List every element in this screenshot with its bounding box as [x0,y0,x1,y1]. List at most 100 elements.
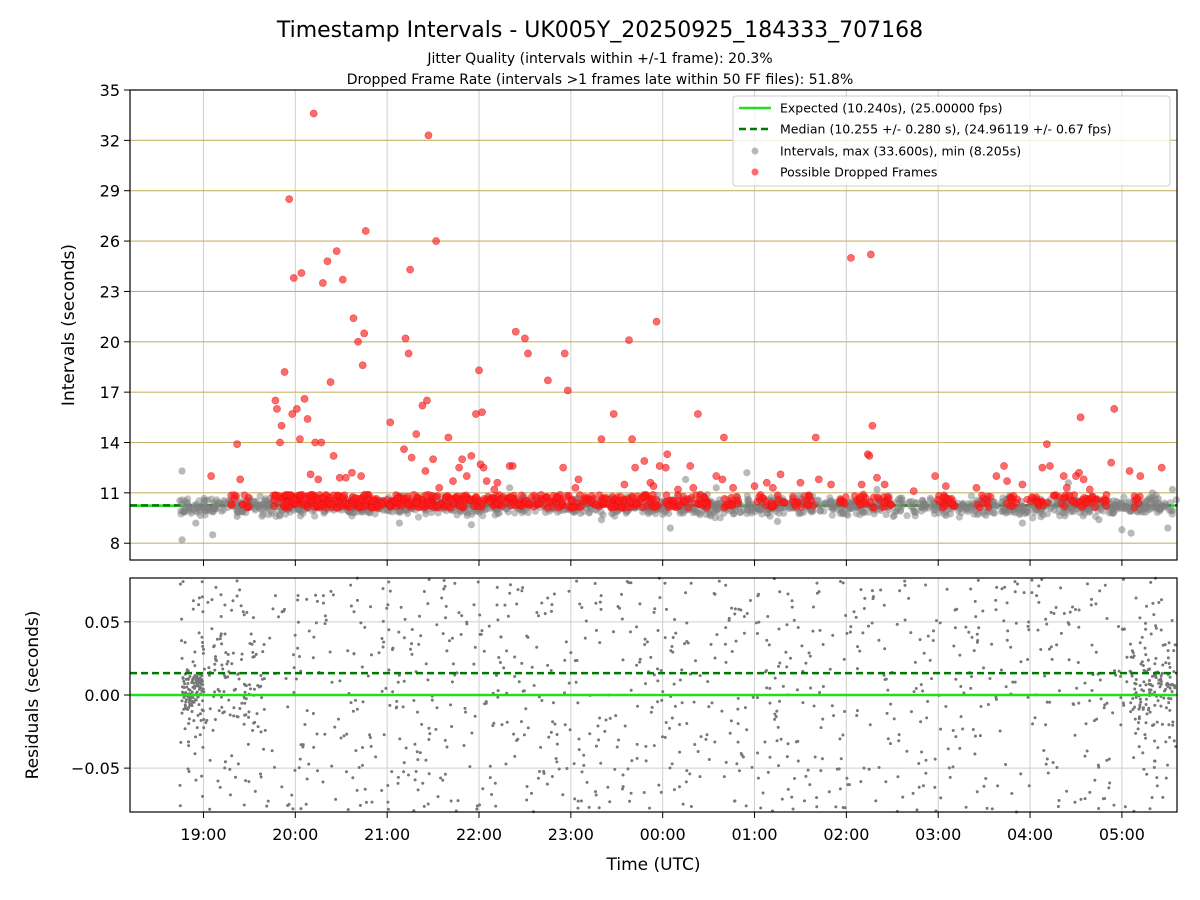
dropped-frame-point [1038,463,1047,472]
residual-point [1117,669,1121,673]
residual-point [211,728,215,732]
legend-expected-label: Expected (10.240s), (25.00000 fps) [780,101,1002,116]
dropped-frame-point [280,368,289,376]
residual-point [724,760,728,764]
residual-point [763,740,767,744]
dropped-frame-point [687,493,696,502]
residual-point [196,713,200,717]
residual-point [598,600,602,604]
residual-point [1139,662,1143,666]
dropped-frame-point [628,435,636,444]
residual-point [1105,701,1109,705]
residual-point [582,763,586,767]
residual-point [954,735,958,739]
dropped-frame-point [940,493,949,502]
residual-point [199,677,203,681]
residual-point [386,603,390,607]
residual-point [537,770,541,774]
dropped-frame-point [1034,498,1043,507]
residual-point [855,713,859,717]
residual-point [197,603,201,607]
dropped-frame-point [467,452,476,460]
residual-point [585,780,589,784]
residual-point [453,581,457,585]
residual-point [1026,695,1030,699]
dropped-frame-point [296,435,304,444]
residual-point [577,748,581,752]
dropped-frame-point [569,503,578,512]
interval-point [1029,514,1037,522]
residual-point [238,588,242,592]
dropped-frame-point [1042,440,1051,449]
residual-point [201,651,205,655]
residual-point [549,669,553,673]
residual-point [990,807,994,811]
residual-point [336,717,340,721]
residual-point [811,629,815,633]
dropped-frame-point [493,478,502,487]
residual-point [1151,674,1155,678]
residual-point [521,586,525,590]
residual-point [504,762,508,766]
residual-point [410,652,414,656]
residual-point [671,635,675,639]
residual-point [1030,578,1034,582]
residual-point [426,602,430,606]
residual-point [216,779,220,783]
residual-point [598,641,602,645]
residual-point [660,698,664,702]
residual-point [733,612,737,616]
dropped-frame-point [244,502,253,510]
residual-point [567,589,571,593]
residual-point [1148,710,1152,714]
residual-point [922,651,926,655]
dropped-frame-point [361,227,370,235]
residual-point [223,603,227,607]
residual-point [1035,594,1039,598]
interval-point [371,510,379,518]
residual-point [1004,763,1008,767]
residual-point [754,621,758,625]
dropped-frame-point [553,493,561,502]
interval-point [815,502,823,510]
residual-point [598,716,602,720]
residual-point [777,664,781,668]
residual-point [261,650,265,654]
dropped-frame-point [432,237,441,245]
residual-point [262,747,266,751]
residual-point [736,696,740,700]
dropped-frame-point [368,503,376,512]
residual-point [969,686,973,690]
residual-point [1039,648,1043,652]
residual-point [185,685,189,689]
residual-point [192,719,196,723]
dropped-frame-point [288,410,297,418]
dropped-frame-point [712,472,721,480]
dropped-frame-point [592,501,600,510]
residual-point [737,769,741,773]
dropped-frame-point [680,497,689,505]
residual-point [187,706,191,710]
interval-outlier-point [1018,519,1026,527]
residual-point [385,606,389,610]
residual-point [1170,682,1174,686]
residual-point [831,633,835,637]
residual-point [218,637,222,641]
residual-point [1073,733,1077,737]
interval-outlier-point [178,467,186,475]
residual-point [862,606,866,610]
residual-point [765,686,769,690]
residual-point [251,655,255,659]
residual-point [670,716,674,720]
residual-point [293,633,297,637]
residual-point [1133,687,1137,691]
residual-point [381,619,385,623]
residual-point [1159,598,1163,602]
dropped-frame-point [447,496,456,504]
residual-point [838,737,842,741]
residual-point [945,587,949,591]
residual-point [180,617,184,621]
residual-point [1027,620,1031,624]
residual-point [200,674,204,678]
residual-point [1149,632,1153,636]
